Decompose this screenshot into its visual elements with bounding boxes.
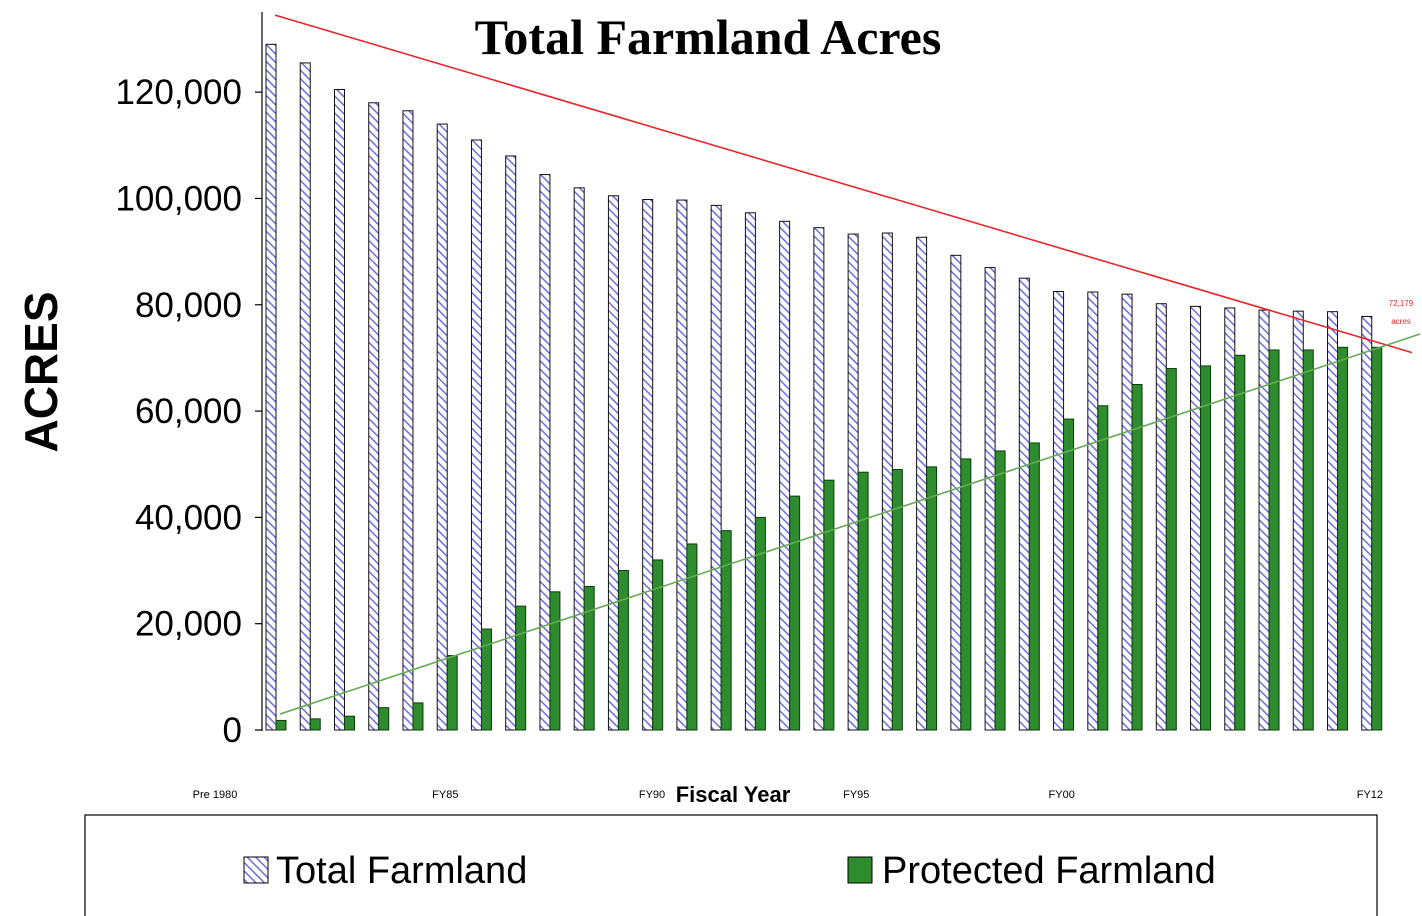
bar-protected-farmland (994, 450, 1006, 731)
bar-total-farmland (642, 199, 654, 731)
bar-protected-farmland (515, 605, 527, 731)
y-axis-label: ACRES (15, 291, 67, 452)
bar-protected-farmland (1337, 346, 1349, 731)
legend-label-total-farmland: Total Farmland (276, 850, 527, 892)
trendline-total-farmland (274, 14, 1413, 354)
bar-protected-farmland (275, 719, 287, 731)
bar-protected-farmland (857, 471, 869, 731)
bar-protected-farmland (1200, 365, 1212, 731)
x-tick-label: FY85 (432, 789, 458, 801)
bar-protected-farmland (343, 715, 355, 731)
bar-protected-farmland (378, 707, 390, 731)
bar-protected-farmland (480, 628, 492, 731)
bar-protected-farmland (549, 591, 561, 731)
bar-total-farmland (1018, 277, 1030, 731)
bar-total-farmland (1224, 307, 1236, 731)
bars-group (265, 43, 1383, 731)
bar-total-farmland (1155, 303, 1167, 731)
bar-total-farmland (505, 155, 517, 731)
bar-protected-farmland (1063, 418, 1075, 731)
legend-swatch-total-farmland (243, 856, 269, 884)
bar-protected-farmland (1028, 442, 1040, 731)
bar-total-farmland (847, 233, 859, 731)
bar-total-farmland (470, 139, 482, 731)
x-axis-label: Fiscal Year (676, 782, 791, 807)
legend: Total Farmland Protected Farmland (84, 814, 1378, 916)
bar-protected-farmland (823, 479, 835, 731)
annotation-line-1: 72,179 (1389, 299, 1414, 308)
bar-total-farmland (779, 220, 791, 731)
legend-box (84, 814, 1378, 916)
bar-protected-farmland (960, 458, 972, 731)
annotation-line-2: acres (1391, 317, 1411, 326)
bar-total-farmland (539, 174, 551, 731)
bar-protected-farmland (789, 495, 801, 731)
x-tick-label: FY95 (843, 789, 869, 801)
bar-total-farmland (1258, 309, 1270, 731)
y-tick-label: 60,000 (135, 392, 242, 431)
bar-protected-farmland (412, 702, 424, 731)
bar-total-farmland (299, 62, 311, 731)
y-tick-label: 20,000 (135, 605, 242, 644)
bar-total-farmland (1053, 290, 1065, 731)
y-tick-label: 120,000 (115, 73, 242, 112)
bar-total-farmland (573, 187, 585, 731)
bar-total-farmland (1121, 293, 1133, 731)
bar-total-farmland (402, 110, 414, 731)
bar-total-farmland (368, 102, 380, 731)
bar-total-farmland (607, 195, 619, 731)
bar-total-farmland (916, 236, 928, 731)
y-tick-label: 40,000 (135, 498, 242, 537)
x-tick-label: FY12 (1357, 789, 1383, 801)
bar-protected-farmland (1097, 405, 1109, 731)
bar-protected-farmland (1165, 368, 1177, 731)
bar-total-farmland (744, 212, 756, 731)
x-tick-label: FY00 (1049, 789, 1075, 801)
bar-protected-farmland (720, 530, 732, 731)
bar-total-farmland (1327, 311, 1339, 731)
bar-protected-farmland (309, 718, 321, 731)
bar-total-farmland (1190, 305, 1202, 731)
bar-total-farmland (265, 43, 277, 731)
x-tick-label: Pre 1980 (193, 789, 238, 801)
bar-total-farmland (676, 199, 688, 731)
bar-protected-farmland (617, 570, 629, 731)
y-tick-label: 0 (223, 711, 242, 750)
y-tick-label: 80,000 (135, 286, 242, 325)
bar-total-farmland (436, 123, 448, 731)
bar-protected-farmland (1268, 349, 1280, 731)
legend-label-protected-farmland: Protected Farmland (882, 850, 1216, 892)
bar-total-farmland (1361, 315, 1373, 731)
chart-title: Total Farmland Acres (475, 9, 942, 65)
bar-total-farmland (984, 267, 996, 731)
trendlines-group (274, 14, 1421, 715)
x-tick-label: FY90 (639, 789, 665, 801)
x-axis-ticks: Pre 1980 FY85 FY90 FY95 FY00 FY12 (193, 789, 1383, 801)
bar-total-farmland (333, 88, 345, 731)
bar-protected-farmland (686, 543, 698, 731)
y-axis-ticks: 0 20,000 40,000 60,000 80,000 100,000 120,000 (115, 73, 262, 750)
bar-total-farmland (881, 232, 893, 731)
bar-protected-farmland (1131, 384, 1143, 731)
bar-protected-farmland (926, 466, 938, 731)
bar-protected-farmland (652, 559, 664, 731)
bar-protected-farmland (1234, 354, 1246, 731)
bar-protected-farmland (1371, 346, 1383, 731)
legend-swatch-protected-farmland (847, 856, 873, 884)
bar-protected-farmland (754, 516, 766, 731)
bar-protected-farmland (891, 469, 903, 731)
bar-protected-farmland (583, 585, 595, 731)
y-tick-label: 100,000 (115, 179, 242, 218)
trendline-protected-farmland (279, 333, 1421, 715)
bar-total-farmland (813, 227, 825, 731)
bar-total-farmland (950, 254, 962, 731)
bar-total-farmland (710, 204, 722, 731)
bar-protected-farmland (1302, 349, 1314, 731)
bar-total-farmland (1087, 291, 1099, 731)
bar-protected-farmland (446, 655, 458, 731)
